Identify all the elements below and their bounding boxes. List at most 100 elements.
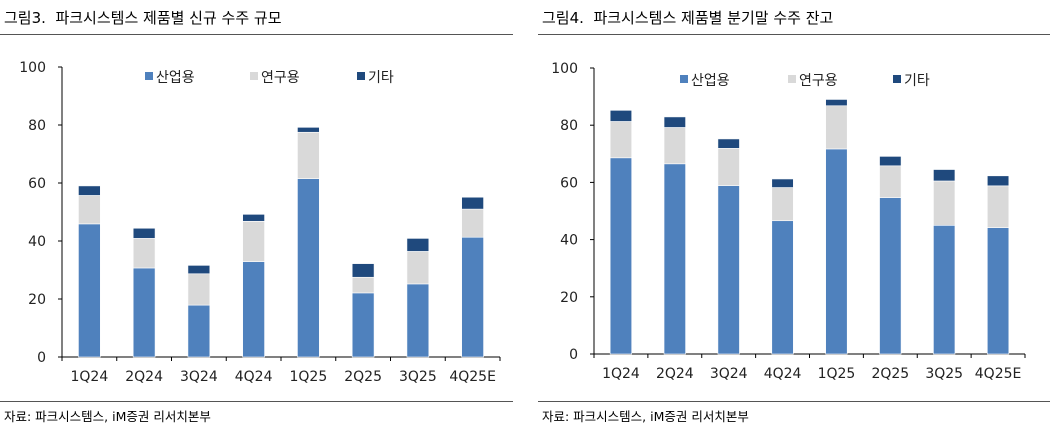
bar-segment-industrial xyxy=(825,148,848,355)
legend-label: 산업용 xyxy=(156,70,195,86)
bar-segment-industrial xyxy=(132,267,156,358)
source-note: 자료: 파크시스템스, iM증권 리서치본부 xyxy=(4,409,211,424)
bar-segment-industrial xyxy=(609,157,633,355)
x-tick-label: 1Q25 xyxy=(818,366,856,382)
legend-label: 산업용 xyxy=(691,73,730,89)
bar-segment-other xyxy=(933,169,956,182)
bar-segment-industrial xyxy=(933,225,956,355)
chart-panel-right: 그림4. 파크시스템스 제품별 분기말 수주 잔고 0 20 40 60 80 100 1Q… xyxy=(538,0,1050,437)
chart-title: 그림3. 파크시스템스 제품별 신규 수주 규모 xyxy=(4,9,282,27)
bar-segment-other xyxy=(132,227,156,239)
x-tick-label: 4Q24 xyxy=(235,369,273,385)
title-divider xyxy=(0,34,513,35)
bar-segment-other xyxy=(242,214,265,222)
bar-segment-industrial xyxy=(461,236,484,358)
bar-segment-other xyxy=(406,238,430,252)
bar-segment-other xyxy=(986,175,1010,187)
legend-swatch xyxy=(893,75,901,83)
legend-swatch xyxy=(680,75,688,83)
title-divider xyxy=(538,34,1050,35)
bar-segment-other xyxy=(187,265,211,275)
y-tick-label: 60 xyxy=(28,176,46,192)
bar-segment-industrial xyxy=(771,220,794,355)
x-tick-label: 4Q25E xyxy=(449,369,496,385)
bar-segment-industrial xyxy=(663,163,686,355)
legend-swatch xyxy=(357,72,365,80)
stacked-bar-chart: 0 20 40 60 80 100 1Q24 2Q24 3Q24 4Q24 1Q25 2Q25 3Q25… xyxy=(19,60,501,385)
x-tick-label: 2Q25 xyxy=(344,369,382,385)
y-tick-label: 80 xyxy=(28,118,46,134)
bar-segment-research xyxy=(609,121,633,159)
bar-segment-other xyxy=(771,178,794,188)
bar-segment-industrial xyxy=(879,197,902,355)
bar-segment-research xyxy=(771,187,794,222)
bar-segment-industrial xyxy=(187,304,211,358)
y-tick-label: 20 xyxy=(560,290,578,306)
bar-segment-other xyxy=(717,138,740,149)
source-divider xyxy=(0,401,513,402)
bar-segment-industrial xyxy=(717,185,740,355)
y-tick-label: 100 xyxy=(19,60,46,76)
legend-label: 기타 xyxy=(368,70,394,86)
x-tick-label: 2Q24 xyxy=(125,369,163,385)
bar-segment-research xyxy=(717,148,740,186)
bar-segment-research xyxy=(351,276,375,294)
legend-swatch xyxy=(788,75,796,83)
y-tick-label: 0 xyxy=(569,347,578,363)
y-tick-label: 60 xyxy=(560,175,578,191)
legend-label: 기타 xyxy=(904,73,930,89)
source-divider xyxy=(538,401,1050,402)
bar-segment-research xyxy=(242,220,265,262)
bar-segment-other xyxy=(609,110,633,122)
bar-segment-other xyxy=(461,196,484,210)
bar-segment-research xyxy=(663,127,686,165)
bar-segment-research xyxy=(78,195,101,225)
bar-segment-research xyxy=(879,165,902,198)
bar-segment-research xyxy=(825,105,848,150)
bar-segment-other xyxy=(825,99,848,107)
bar-segment-research xyxy=(933,180,956,226)
bar-segment-research xyxy=(461,208,484,238)
legend-swatch xyxy=(145,72,153,80)
bar-segment-industrial xyxy=(351,292,375,358)
bar-segment-other xyxy=(78,185,101,196)
x-tick-label: 3Q24 xyxy=(710,366,748,382)
x-tick-label: 3Q25 xyxy=(399,369,437,385)
bar-segment-research xyxy=(406,251,430,285)
y-tick-label: 40 xyxy=(560,233,578,249)
bar-segment-industrial xyxy=(242,261,265,358)
y-tick-label: 100 xyxy=(551,61,578,77)
bar-segment-research xyxy=(986,185,1010,228)
x-tick-label: 2Q24 xyxy=(656,366,694,382)
bar-segment-research xyxy=(297,131,320,179)
source-note: 자료: 파크시스템스, iM증권 리서치본부 xyxy=(542,409,749,424)
bar-segment-industrial xyxy=(78,223,101,358)
x-tick-label: 1Q24 xyxy=(71,369,109,385)
stacked-bar-chart: 0 20 40 60 80 100 1Q24 2Q24 3Q24 4Q24 1Q25 2Q25 3Q25… xyxy=(551,61,1026,382)
y-tick-label: 80 xyxy=(560,118,578,134)
bar-segment-research xyxy=(132,238,156,269)
legend-swatch xyxy=(250,72,258,80)
bar-segment-industrial xyxy=(986,227,1010,355)
x-tick-label: 3Q25 xyxy=(925,366,963,382)
bar-segment-other xyxy=(297,127,320,133)
bar-segment-research xyxy=(187,273,211,306)
legend-label: 연구용 xyxy=(261,70,300,86)
bar-segment-other xyxy=(351,263,375,278)
x-tick-label: 1Q24 xyxy=(602,366,640,382)
x-tick-label: 4Q24 xyxy=(764,366,802,382)
x-tick-label: 1Q25 xyxy=(290,369,328,385)
x-tick-label: 3Q24 xyxy=(180,369,218,385)
bar-segment-industrial xyxy=(297,178,320,358)
y-tick-label: 40 xyxy=(28,234,46,250)
y-tick-label: 20 xyxy=(28,292,46,308)
y-tick-label: 0 xyxy=(37,350,46,366)
chart-title: 그림4. 파크시스템스 제품별 분기말 수주 잔고 xyxy=(542,9,834,27)
bar-segment-other xyxy=(663,116,686,128)
x-tick-label: 2Q25 xyxy=(871,366,909,382)
chart-panel-left: 그림3. 파크시스템스 제품별 신규 수주 규모 0 20 40 60 80 100 1Q2… xyxy=(0,0,513,437)
bar-segment-other xyxy=(879,156,902,167)
x-tick-label: 4Q25E xyxy=(975,366,1022,382)
bar-segment-industrial xyxy=(406,283,430,358)
legend-label: 연구용 xyxy=(799,73,838,89)
